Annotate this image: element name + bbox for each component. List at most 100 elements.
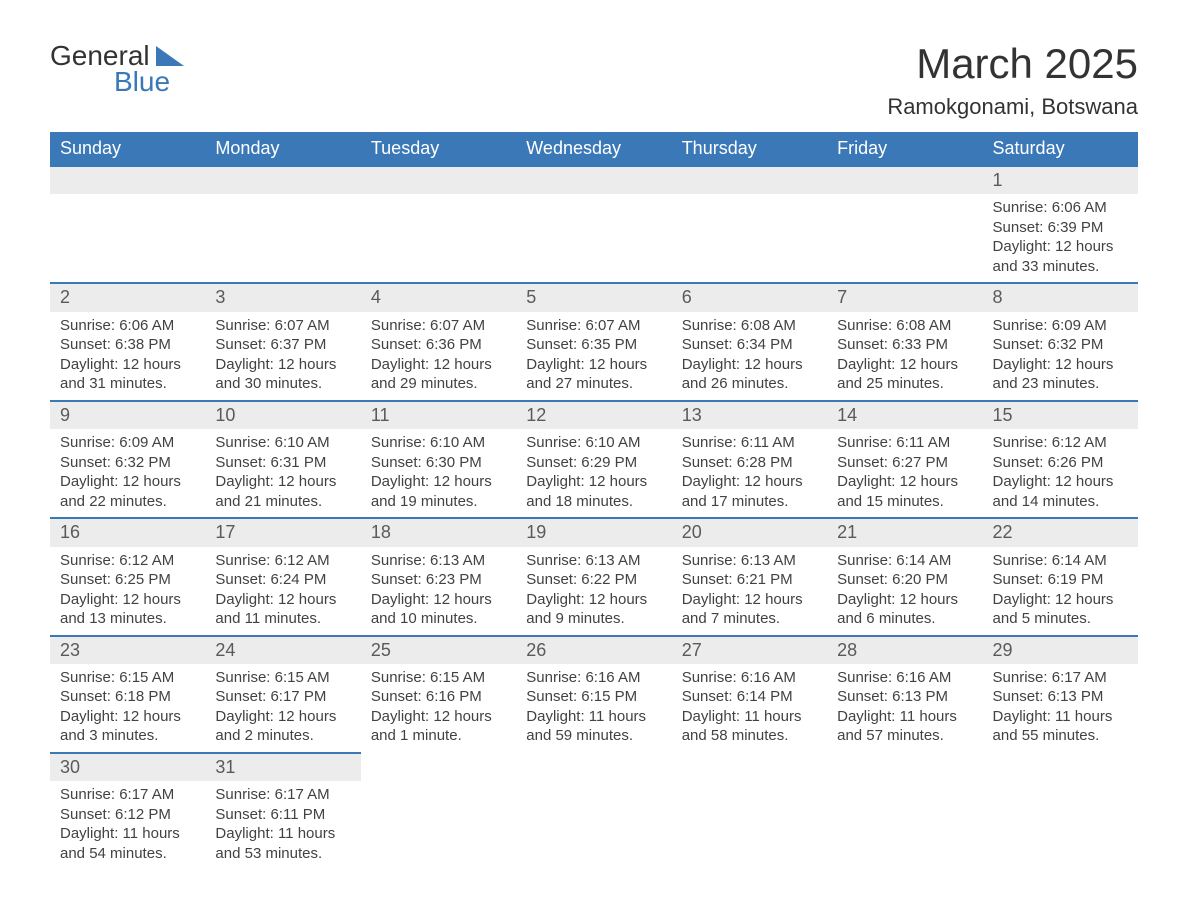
day-number-cell: 9 bbox=[50, 401, 205, 429]
day-info-line: and 31 minutes. bbox=[60, 374, 195, 394]
day-info-line: Daylight: 12 hours bbox=[526, 590, 661, 610]
day-content-cell: Sunrise: 6:12 AMSunset: 6:26 PMDaylight:… bbox=[983, 429, 1138, 518]
day-info-line: Sunset: 6:31 PM bbox=[215, 453, 350, 473]
day-number-cell: 20 bbox=[672, 518, 827, 546]
content-row: Sunrise: 6:12 AMSunset: 6:25 PMDaylight:… bbox=[50, 547, 1138, 636]
day-info-line: Sunset: 6:22 PM bbox=[526, 570, 661, 590]
day-info-line: Sunrise: 6:10 AM bbox=[371, 433, 506, 453]
day-content-cell: Sunrise: 6:15 AMSunset: 6:16 PMDaylight:… bbox=[361, 664, 516, 753]
day-info-line: and 2 minutes. bbox=[215, 726, 350, 746]
day-info-line: Sunrise: 6:14 AM bbox=[993, 551, 1128, 571]
day-content-cell bbox=[516, 194, 671, 283]
day-number-cell: 1 bbox=[983, 166, 1138, 194]
day-content-cell: Sunrise: 6:09 AMSunset: 6:32 PMDaylight:… bbox=[50, 429, 205, 518]
day-info-line: Sunrise: 6:11 AM bbox=[837, 433, 972, 453]
day-info-line: Sunrise: 6:16 AM bbox=[837, 668, 972, 688]
day-info-line: Sunrise: 6:07 AM bbox=[215, 316, 350, 336]
day-info-line: Daylight: 12 hours bbox=[60, 355, 195, 375]
day-number-cell: 22 bbox=[983, 518, 1138, 546]
day-info-line: Daylight: 12 hours bbox=[371, 472, 506, 492]
day-info-line: and 25 minutes. bbox=[837, 374, 972, 394]
day-info-line: Daylight: 12 hours bbox=[682, 590, 817, 610]
day-info-line: and 57 minutes. bbox=[837, 726, 972, 746]
day-content-cell: Sunrise: 6:07 AMSunset: 6:35 PMDaylight:… bbox=[516, 312, 671, 401]
day-content-cell: Sunrise: 6:13 AMSunset: 6:23 PMDaylight:… bbox=[361, 547, 516, 636]
day-number-cell bbox=[827, 166, 982, 194]
day-content-cell: Sunrise: 6:11 AMSunset: 6:27 PMDaylight:… bbox=[827, 429, 982, 518]
day-info-line: Daylight: 11 hours bbox=[60, 824, 195, 844]
day-info-line: and 6 minutes. bbox=[837, 609, 972, 629]
day-info-line: Sunrise: 6:11 AM bbox=[682, 433, 817, 453]
day-info-line: Daylight: 12 hours bbox=[371, 590, 506, 610]
day-content-cell bbox=[983, 781, 1138, 869]
day-number-cell: 31 bbox=[205, 753, 360, 781]
day-info-line: Sunset: 6:32 PM bbox=[993, 335, 1128, 355]
day-number-cell: 3 bbox=[205, 283, 360, 311]
day-info-line: Sunset: 6:32 PM bbox=[60, 453, 195, 473]
day-number-cell bbox=[50, 166, 205, 194]
day-info-line: Sunset: 6:37 PM bbox=[215, 335, 350, 355]
logo-text-2: Blue bbox=[114, 66, 184, 98]
day-info-line: and 9 minutes. bbox=[526, 609, 661, 629]
day-info-line: Sunrise: 6:12 AM bbox=[215, 551, 350, 571]
day-info-line: and 54 minutes. bbox=[60, 844, 195, 864]
day-content-cell: Sunrise: 6:16 AMSunset: 6:15 PMDaylight:… bbox=[516, 664, 671, 753]
day-content-cell bbox=[672, 194, 827, 283]
day-info-line: and 22 minutes. bbox=[60, 492, 195, 512]
day-info-line: and 7 minutes. bbox=[682, 609, 817, 629]
day-content-cell: Sunrise: 6:06 AMSunset: 6:38 PMDaylight:… bbox=[50, 312, 205, 401]
day-content-cell: Sunrise: 6:10 AMSunset: 6:31 PMDaylight:… bbox=[205, 429, 360, 518]
col-sunday: Sunday bbox=[50, 132, 205, 166]
day-info-line: and 3 minutes. bbox=[60, 726, 195, 746]
day-info-line: Sunset: 6:13 PM bbox=[993, 687, 1128, 707]
content-row: Sunrise: 6:15 AMSunset: 6:18 PMDaylight:… bbox=[50, 664, 1138, 753]
day-info-line: Sunrise: 6:13 AM bbox=[682, 551, 817, 571]
day-number-cell bbox=[516, 753, 671, 781]
day-info-line: Sunset: 6:23 PM bbox=[371, 570, 506, 590]
day-info-line: Sunrise: 6:06 AM bbox=[60, 316, 195, 336]
day-info-line: Daylight: 12 hours bbox=[682, 472, 817, 492]
day-info-line: Daylight: 12 hours bbox=[993, 355, 1128, 375]
day-number-cell: 10 bbox=[205, 401, 360, 429]
day-number-cell bbox=[205, 166, 360, 194]
day-number-cell bbox=[827, 753, 982, 781]
day-number-cell: 15 bbox=[983, 401, 1138, 429]
day-info-line: and 13 minutes. bbox=[60, 609, 195, 629]
day-number-cell: 28 bbox=[827, 636, 982, 664]
day-info-line: Daylight: 12 hours bbox=[215, 472, 350, 492]
day-number-cell: 30 bbox=[50, 753, 205, 781]
daynum-row: 1 bbox=[50, 166, 1138, 194]
day-number-cell: 2 bbox=[50, 283, 205, 311]
day-info-line: and 27 minutes. bbox=[526, 374, 661, 394]
day-info-line: Sunrise: 6:10 AM bbox=[526, 433, 661, 453]
day-info-line: Daylight: 12 hours bbox=[60, 472, 195, 492]
daynum-row: 23242526272829 bbox=[50, 636, 1138, 664]
day-number-cell: 5 bbox=[516, 283, 671, 311]
day-info-line: Sunset: 6:26 PM bbox=[993, 453, 1128, 473]
day-info-line: Daylight: 12 hours bbox=[993, 237, 1128, 257]
logo-triangle-icon bbox=[156, 46, 184, 66]
day-content-cell: Sunrise: 6:08 AMSunset: 6:34 PMDaylight:… bbox=[672, 312, 827, 401]
day-info-line: and 15 minutes. bbox=[837, 492, 972, 512]
day-info-line: Daylight: 11 hours bbox=[682, 707, 817, 727]
day-number-cell: 8 bbox=[983, 283, 1138, 311]
day-number-cell: 27 bbox=[672, 636, 827, 664]
day-info-line: Sunrise: 6:15 AM bbox=[371, 668, 506, 688]
day-content-cell: Sunrise: 6:15 AMSunset: 6:17 PMDaylight:… bbox=[205, 664, 360, 753]
day-content-cell bbox=[827, 781, 982, 869]
day-content-cell: Sunrise: 6:10 AMSunset: 6:30 PMDaylight:… bbox=[361, 429, 516, 518]
day-number-cell: 14 bbox=[827, 401, 982, 429]
day-info-line: Daylight: 11 hours bbox=[993, 707, 1128, 727]
day-info-line: and 1 minute. bbox=[371, 726, 506, 746]
day-info-line: Sunrise: 6:09 AM bbox=[993, 316, 1128, 336]
day-info-line: Daylight: 12 hours bbox=[993, 590, 1128, 610]
col-thursday: Thursday bbox=[672, 132, 827, 166]
day-number-cell: 17 bbox=[205, 518, 360, 546]
day-content-cell bbox=[672, 781, 827, 869]
day-content-cell bbox=[827, 194, 982, 283]
day-info-line: Sunset: 6:24 PM bbox=[215, 570, 350, 590]
day-info-line: Sunrise: 6:16 AM bbox=[526, 668, 661, 688]
day-info-line: Sunset: 6:14 PM bbox=[682, 687, 817, 707]
day-info-line: Sunset: 6:20 PM bbox=[837, 570, 972, 590]
day-info-line: Sunset: 6:39 PM bbox=[993, 218, 1128, 238]
